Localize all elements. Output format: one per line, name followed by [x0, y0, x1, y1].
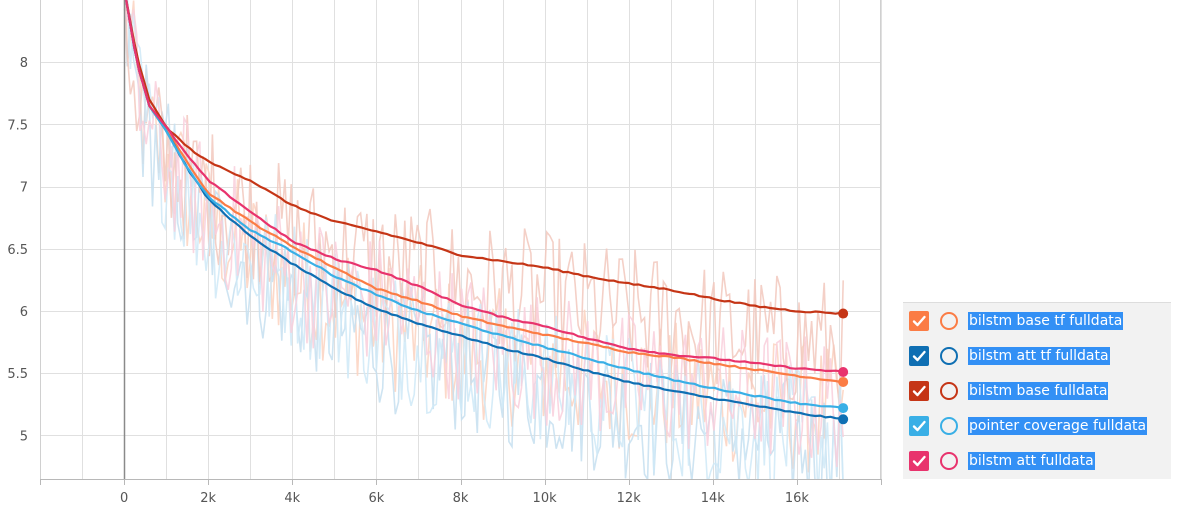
checkbox-checked-icon[interactable]: [909, 381, 929, 401]
checkbox-checked-icon[interactable]: [909, 346, 929, 366]
circle-icon[interactable]: [940, 417, 958, 435]
x-tick-label: 4k: [284, 491, 300, 506]
smoothed-series-group: [125, 0, 841, 420]
y-tick-labels: 5 5.5 6 6.5 7 7.5 8: [7, 56, 28, 444]
x-tick-label: 16k: [785, 491, 810, 506]
x-tick-label: 0: [120, 491, 128, 506]
series-endpoint: [838, 414, 849, 425]
series-endpoint: [838, 376, 849, 387]
checkbox-checked-icon[interactable]: [909, 416, 929, 436]
y-tick-label: 8: [20, 56, 28, 71]
x-tick-label: 14k: [701, 491, 726, 506]
circle-icon[interactable]: [940, 347, 958, 365]
legend-label: bilstm att tf fulldata: [968, 347, 1110, 365]
y-tick-label: 5: [20, 429, 28, 444]
series-line: [125, 0, 841, 409]
raw-series-line: [123, 8, 844, 468]
x-tick-label: 2k: [200, 491, 216, 506]
series-line: [125, 0, 841, 315]
x-tick-label: 12k: [617, 491, 642, 506]
series-endpoint: [838, 308, 849, 319]
series-line: [125, 0, 841, 420]
legend-label: bilstm base tf fulldata: [968, 312, 1124, 330]
chart-axes: [40, 0, 882, 485]
legend: bilstm base tf fulldata bilstm att tf fu…: [903, 302, 1171, 479]
legend-label: bilstm att fulldata: [968, 452, 1095, 470]
series-line: [125, 0, 841, 384]
checkbox-checked-icon[interactable]: [909, 451, 929, 471]
y-tick-label: 6: [20, 305, 28, 320]
y-tick-label: 6.5: [7, 243, 28, 258]
raw-series-group: [123, 0, 844, 479]
legend-label: bilstm base fulldata: [968, 382, 1109, 400]
legend-item: pointer coverage fulldata: [909, 414, 1148, 438]
legend-item: bilstm att tf fulldata: [909, 344, 1110, 368]
legend-item: bilstm base tf fulldata: [909, 309, 1124, 333]
circle-icon[interactable]: [940, 312, 958, 330]
y-tick-label: 7: [20, 181, 28, 196]
checkbox-checked-icon[interactable]: [909, 311, 929, 331]
legend-item: bilstm base fulldata: [909, 379, 1109, 403]
y-tick-label: 7.5: [7, 118, 28, 133]
series-endpoints: [838, 308, 849, 425]
raw-series-line: [124, 0, 844, 410]
x-tick-label: 8k: [453, 491, 469, 506]
legend-label: pointer coverage fulldata: [968, 417, 1148, 435]
x-tick-labels: 0 2k 4k 6k 8k 10k 12k 14k 16k: [120, 491, 809, 506]
x-tick-label: 10k: [533, 491, 558, 506]
circle-icon[interactable]: [940, 382, 958, 400]
raw-series-line: [126, 0, 844, 479]
series-endpoint: [838, 403, 849, 414]
series-endpoint: [838, 367, 849, 378]
legend-item: bilstm att fulldata: [909, 449, 1095, 473]
series-line: [125, 0, 841, 373]
x-tick-label: 6k: [368, 491, 384, 506]
y-tick-label: 5.5: [7, 367, 28, 382]
circle-icon[interactable]: [940, 452, 958, 470]
